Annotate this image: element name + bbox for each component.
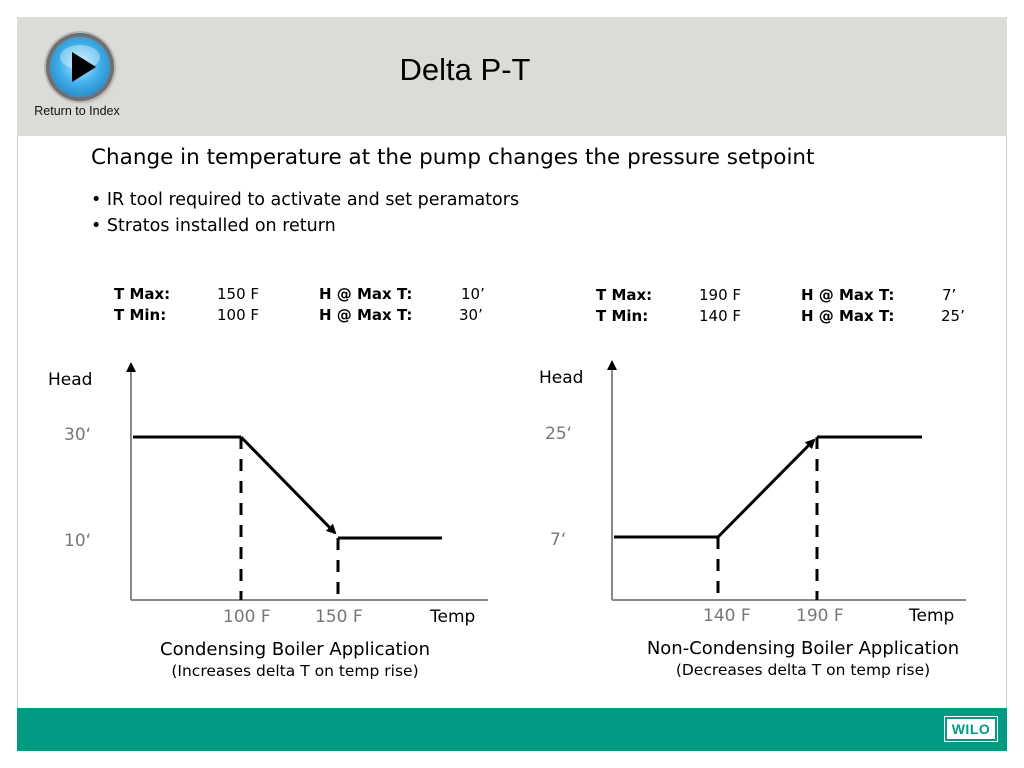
wilo-logo: WILO <box>944 716 998 742</box>
left-diagram: Head 30‘ 10‘ 100 F 150 F Temp Condensing… <box>48 362 488 680</box>
left-caption: Condensing Boiler Application <box>160 639 430 660</box>
head-value: 10’ <box>461 285 485 303</box>
right-sub-caption: (Decreases delta T on temp rise) <box>676 661 930 679</box>
left-tlow-label: 100 F <box>223 607 271 627</box>
head-value: 25’ <box>941 307 965 325</box>
right-transition-arrow <box>716 438 816 539</box>
tmin-value: 100 F <box>217 306 260 324</box>
bullet-item: • Stratos installed on return <box>91 216 336 236</box>
header-band <box>17 17 1007 136</box>
left-sub-caption: (Increases delta T on temp rise) <box>171 662 418 680</box>
head-value: 30’ <box>459 306 483 324</box>
tmin-label: T Min: <box>114 306 167 324</box>
right-thigh-label: 190 F <box>796 606 844 626</box>
right-parameter-table: T Max: 190 F H @ Max T: 7’ T Min: 140 F … <box>596 285 996 327</box>
return-to-index-link[interactable]: Return to Index <box>34 104 120 118</box>
right-y-axis-label: Head <box>539 368 583 388</box>
head-label: H @ Max T: <box>801 307 895 325</box>
bullet-list: • IR tool required to activate and set p… <box>91 187 519 239</box>
tmax-label: T Max: <box>114 285 171 303</box>
head-value: 7’ <box>942 286 957 304</box>
play-icon <box>60 45 100 82</box>
left-x-axis-label: Temp <box>429 607 475 627</box>
tmax-value: 190 F <box>699 286 742 304</box>
left-y-axis-label: Head <box>48 370 92 390</box>
tmax-value: 150 F <box>217 285 260 303</box>
left-transition-arrow <box>239 435 337 535</box>
footer-band <box>17 708 1007 751</box>
right-x-axis-label: Temp <box>908 606 954 626</box>
left-thigh-label: 150 F <box>315 607 363 627</box>
right-tlow-label: 140 F <box>703 606 751 626</box>
return-to-index-button[interactable] <box>50 37 110 97</box>
left-high-head-label: 30‘ <box>64 425 91 445</box>
left-parameter-table: T Max: 150 F H @ Max T: 10’ T Min: 100 F… <box>114 284 514 326</box>
head-label: H @ Max T: <box>801 286 895 304</box>
tmin-label: T Min: <box>596 307 649 325</box>
tmax-label: T Max: <box>596 286 653 304</box>
bullet-item: • IR tool required to activate and set p… <box>91 190 520 210</box>
tmin-value: 140 F <box>699 307 742 325</box>
right-diagram: Head 25‘ 7‘ 140 F 190 F Temp Non-Condens… <box>539 360 966 679</box>
subtitle: Change in temperature at the pump change… <box>91 145 815 170</box>
head-label: H @ Max T: <box>319 285 413 303</box>
left-low-head-label: 10‘ <box>64 531 91 551</box>
right-high-head-label: 25‘ <box>545 424 572 444</box>
slide-frame <box>17 17 1007 751</box>
right-low-head-label: 7‘ <box>550 530 566 550</box>
wilo-logo-text: WILO <box>951 721 991 737</box>
right-caption: Non-Condensing Boiler Application <box>647 638 959 659</box>
page-title: Delta P-T <box>399 52 531 87</box>
head-label: H @ Max T: <box>319 306 413 324</box>
